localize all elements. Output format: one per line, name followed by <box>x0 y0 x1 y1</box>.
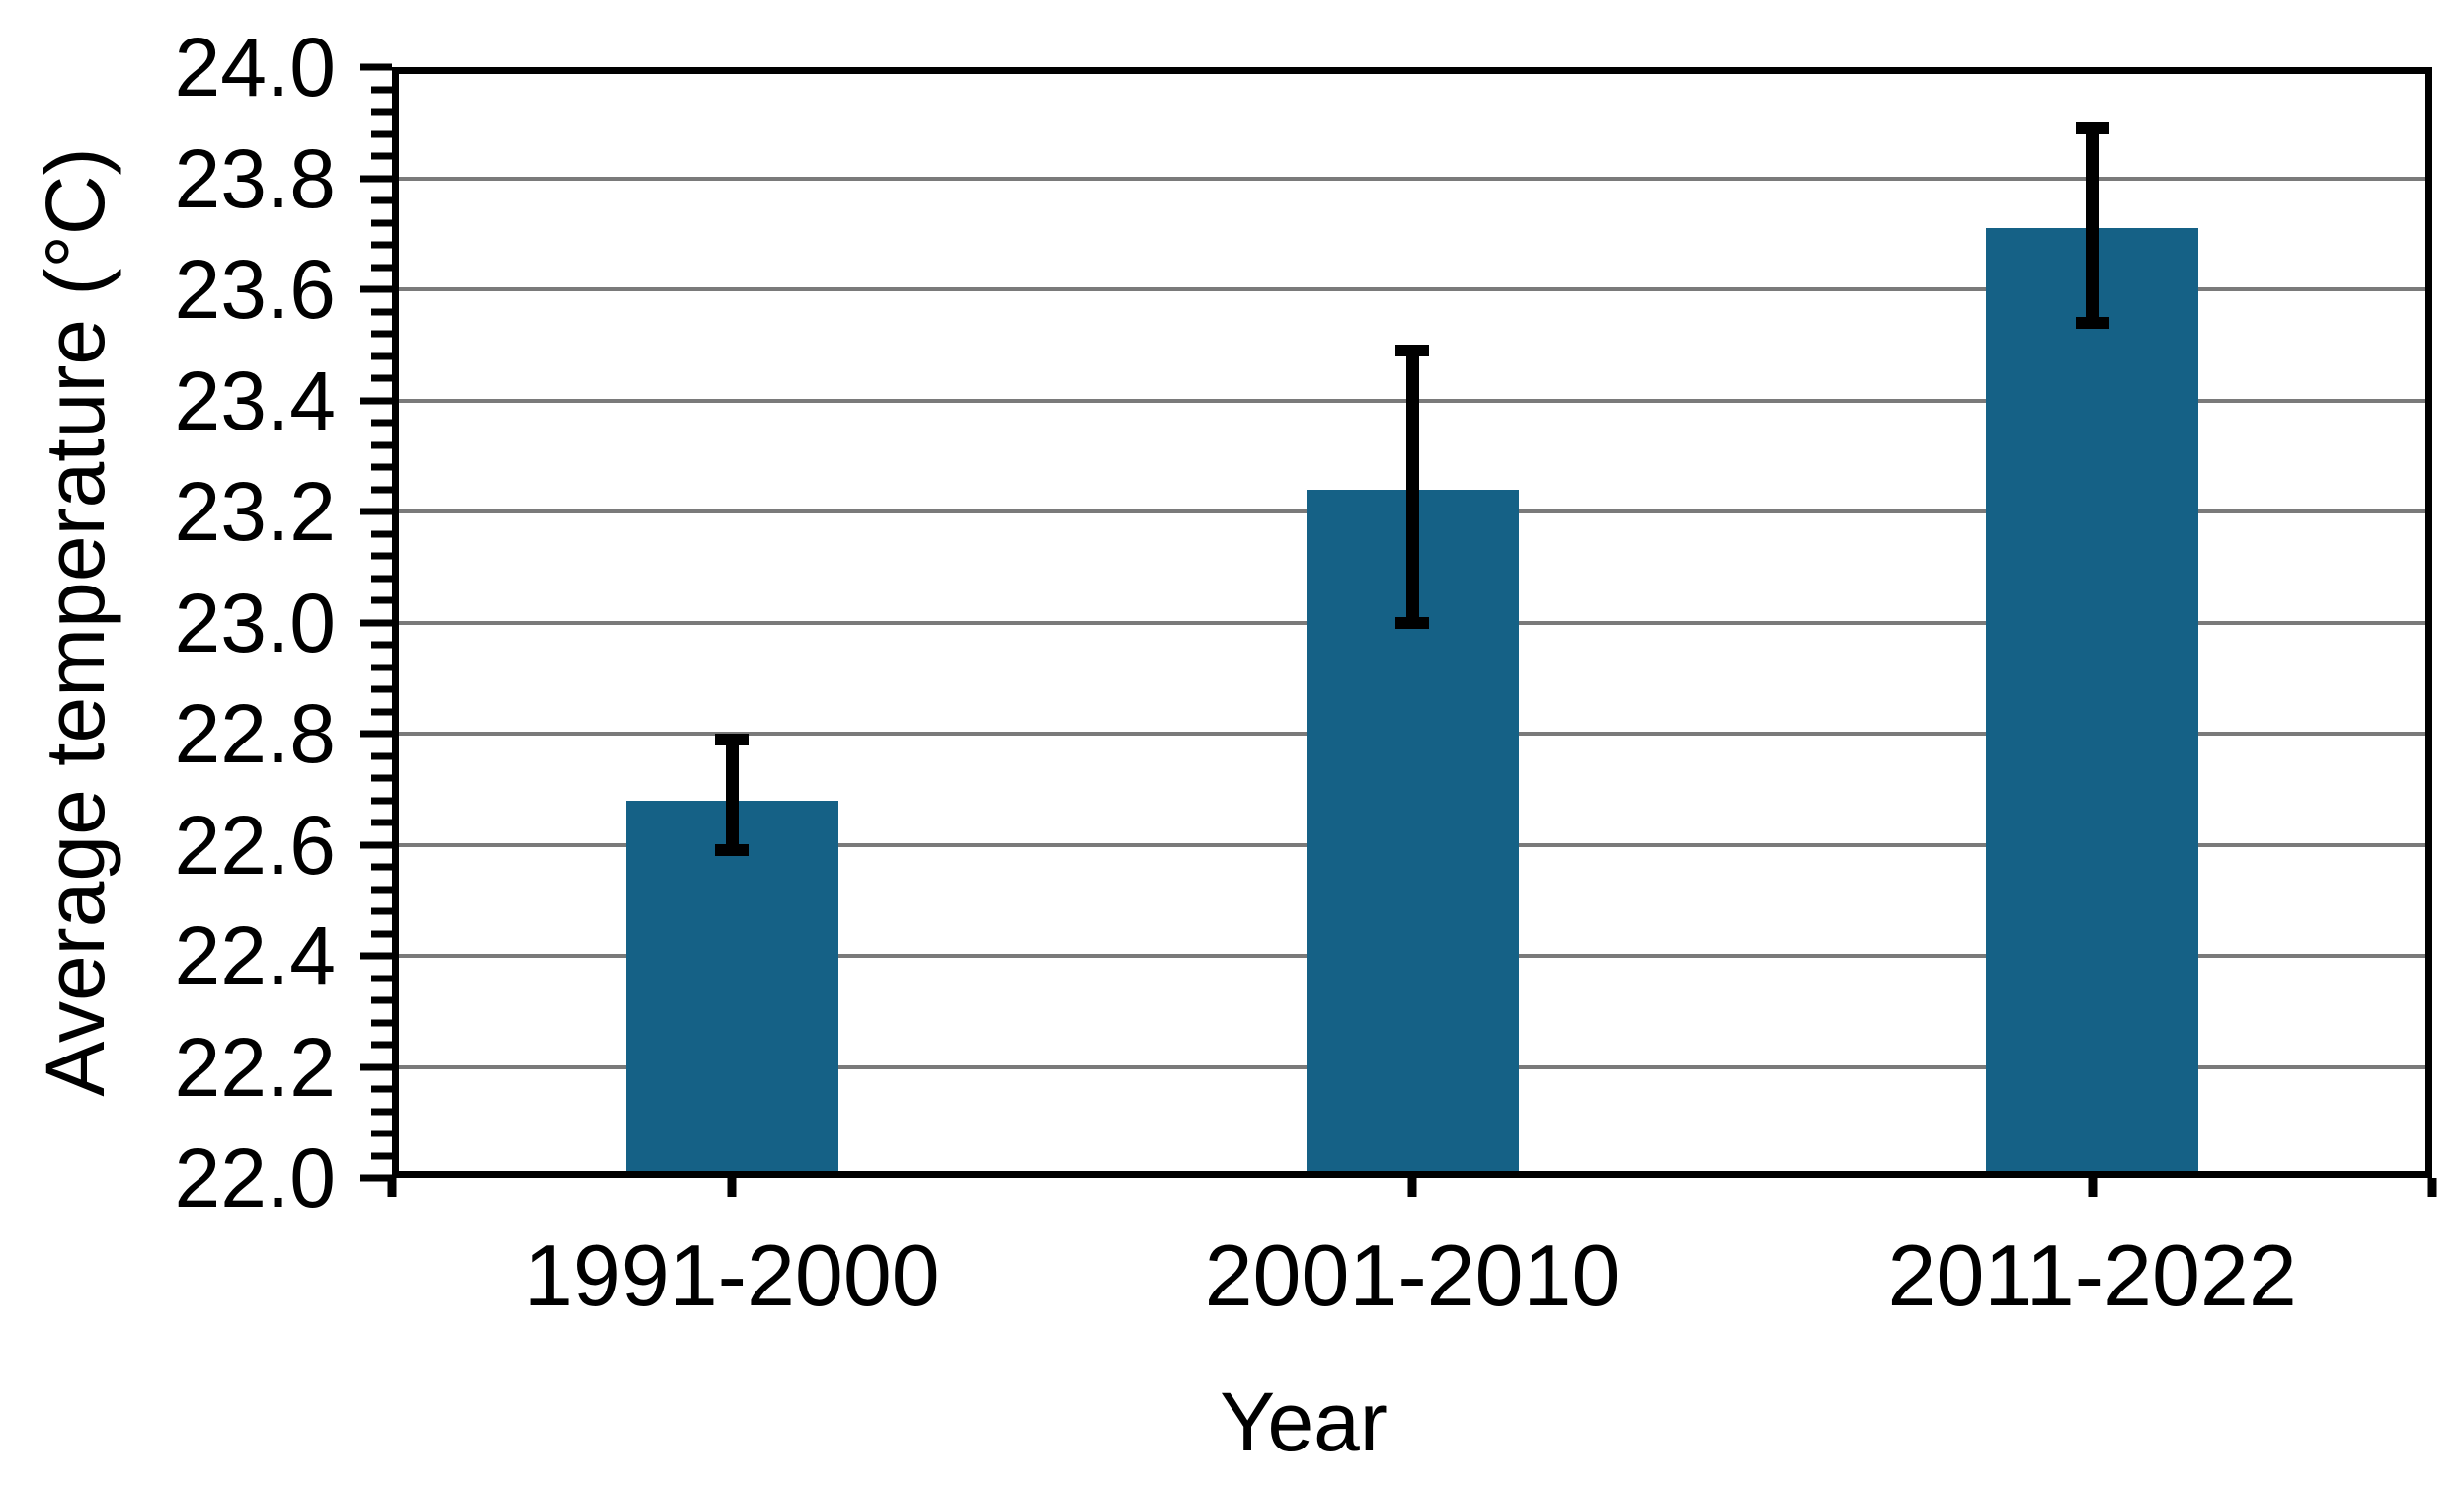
y-major-tick <box>360 397 392 404</box>
y-minor-tick <box>371 130 392 137</box>
y-minor-tick <box>371 907 392 915</box>
y-minor-tick <box>371 330 392 338</box>
y-minor-tick <box>371 86 392 93</box>
y-minor-tick <box>371 308 392 315</box>
x-axis-ticks <box>387 1178 2437 1200</box>
y-major-tick <box>360 508 392 515</box>
y-minor-tick <box>371 664 392 670</box>
y-minor-tick <box>371 596 392 604</box>
error-bar-upper-cap <box>715 733 750 745</box>
error-bar-upper-cap <box>1395 344 1429 356</box>
y-minor-tick <box>371 1152 392 1159</box>
y-major-tick <box>360 619 392 626</box>
y-tick-label: 22.4 <box>174 909 337 1002</box>
y-minor-tick <box>371 264 392 271</box>
y-major-tick <box>360 1174 392 1182</box>
x-major-tick <box>1407 1178 1417 1197</box>
y-minor-tick <box>371 575 392 582</box>
y-minor-tick <box>371 463 392 471</box>
x-category-label: 2001-2010 <box>1204 1226 1621 1324</box>
y-minor-tick <box>371 996 392 1004</box>
y-tick-label: 22.6 <box>174 798 337 892</box>
x-major-tick <box>727 1178 737 1197</box>
error-bar-line <box>725 739 739 851</box>
y-minor-tick <box>371 552 392 560</box>
y-minor-tick <box>371 486 392 493</box>
x-major-tick <box>2088 1178 2098 1197</box>
y-minor-tick <box>371 530 392 537</box>
y-minor-tick <box>371 219 392 226</box>
y-tick-label: 23.2 <box>174 465 337 558</box>
y-minor-tick <box>371 708 392 715</box>
y-minor-tick <box>371 774 392 782</box>
y-minor-tick <box>371 1019 392 1026</box>
y-tick-label: 24.0 <box>174 21 337 114</box>
error-bar-upper-cap <box>2075 121 2109 134</box>
y-major-tick <box>360 730 392 738</box>
gridline <box>392 176 2432 181</box>
y-minor-tick <box>371 685 392 693</box>
y-minor-tick <box>371 152 392 160</box>
y-minor-tick <box>371 241 392 249</box>
y-minor-tick <box>371 1108 392 1115</box>
y-minor-tick <box>371 930 392 937</box>
y-minor-tick <box>371 196 392 204</box>
y-minor-tick <box>371 419 392 427</box>
y-tick-label: 23.8 <box>174 131 337 225</box>
y-minor-tick <box>371 441 392 448</box>
y-minor-tick <box>371 374 392 382</box>
y-major-tick <box>360 952 392 960</box>
bar-2011-2022 <box>1986 228 2199 1178</box>
error-bar-line <box>1405 350 1419 623</box>
y-major-tick <box>360 841 392 848</box>
y-axis-tick-labels: 24.0 23.8 23.6 23.4 23.2 23.0 22.8 22.6 22.4 22.2… <box>0 26 337 1219</box>
x-category-label: 1991-2000 <box>523 1226 940 1324</box>
y-minor-tick <box>371 108 392 116</box>
y-tick-label: 23.0 <box>174 576 337 669</box>
x-axis-end-tick <box>387 1178 397 1197</box>
y-tick-label: 23.4 <box>174 353 337 447</box>
y-minor-tick <box>371 1130 392 1137</box>
y-minor-tick <box>371 752 392 759</box>
error-bar-line <box>2086 127 2100 323</box>
bar-1991-2000 <box>625 800 838 1178</box>
y-minor-tick <box>371 863 392 871</box>
y-major-tick <box>360 63 392 71</box>
plot-area <box>392 67 2432 1178</box>
y-minor-tick <box>371 819 392 826</box>
y-axis-ticks <box>346 63 392 1182</box>
x-axis-title: Year <box>1220 1375 1388 1468</box>
y-tick-label: 23.6 <box>174 243 337 336</box>
y-tick-label: 22.2 <box>174 1020 337 1114</box>
y-minor-tick <box>371 641 392 649</box>
y-minor-tick <box>371 1085 392 1093</box>
y-tick-label: 22.0 <box>174 1132 337 1224</box>
error-bar-lower-cap <box>2075 316 2109 329</box>
y-minor-tick <box>371 1041 392 1049</box>
error-bar-lower-cap <box>1395 616 1429 629</box>
y-major-tick <box>360 175 392 182</box>
y-major-tick <box>360 1063 392 1070</box>
y-minor-tick <box>371 352 392 359</box>
x-axis-category-labels: 1991-2000 2001-2010 2011-2022 <box>392 1232 2432 1341</box>
gridline <box>392 287 2432 291</box>
x-axis-end-tick <box>2427 1178 2437 1197</box>
y-minor-tick <box>371 975 392 981</box>
y-major-tick <box>360 285 392 293</box>
y-minor-tick <box>371 797 392 804</box>
y-minor-tick <box>371 886 392 893</box>
error-bar-lower-cap <box>715 844 750 857</box>
y-tick-label: 22.8 <box>174 687 337 780</box>
x-category-label: 2011-2022 <box>1887 1226 2297 1324</box>
